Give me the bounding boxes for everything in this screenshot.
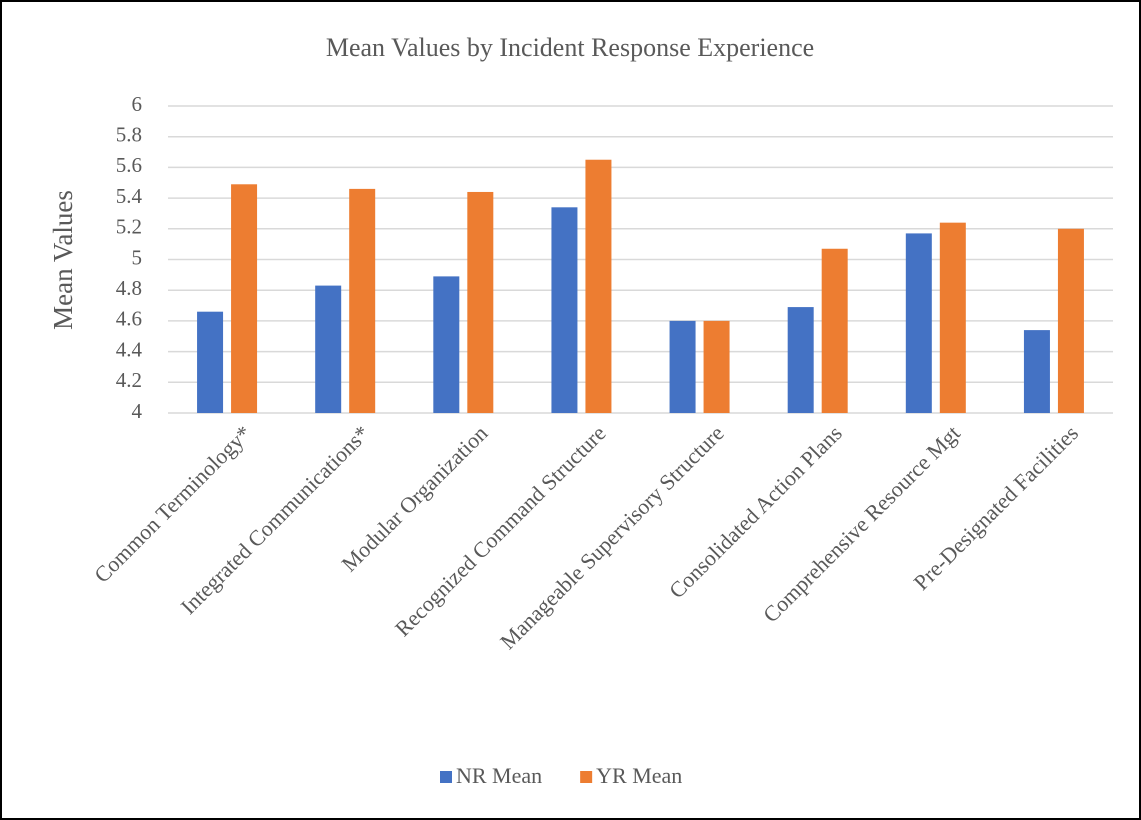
bar — [905, 233, 932, 413]
bar — [669, 320, 696, 413]
y-tick-label: 4.6 — [116, 307, 142, 331]
y-tick-label: 4.4 — [116, 337, 143, 361]
y-tick-label: 5.4 — [116, 184, 143, 208]
y-tick-label: 5 — [132, 245, 143, 269]
legend-label: YR Mean — [596, 763, 682, 788]
y-axis-label: Mean Values — [48, 190, 78, 330]
bar — [231, 184, 258, 413]
bar — [939, 222, 966, 413]
y-tick-label: 5.6 — [116, 153, 142, 177]
bar — [1023, 330, 1050, 413]
legend-swatch — [580, 771, 593, 783]
y-tick-label: 4.2 — [116, 368, 142, 392]
y-tick-label: 4.8 — [116, 276, 142, 300]
legend-swatch — [440, 771, 452, 783]
y-tick-label: 4 — [132, 399, 143, 423]
y-tick-label: 6 — [132, 92, 143, 116]
legend-label: NR Mean — [456, 763, 542, 788]
bar — [349, 188, 376, 413]
bar — [433, 276, 460, 413]
bar — [1057, 228, 1084, 413]
chart-title: Mean Values by Incident Response Experie… — [326, 33, 814, 62]
bar — [585, 159, 612, 413]
y-tick-label: 5.2 — [116, 215, 142, 239]
bar — [551, 207, 578, 413]
bar — [467, 191, 494, 413]
y-tick-label: 5.8 — [116, 123, 142, 147]
bar — [197, 311, 224, 413]
bar — [315, 285, 342, 413]
bar — [703, 320, 730, 413]
bar — [787, 307, 814, 413]
bar — [821, 248, 848, 413]
